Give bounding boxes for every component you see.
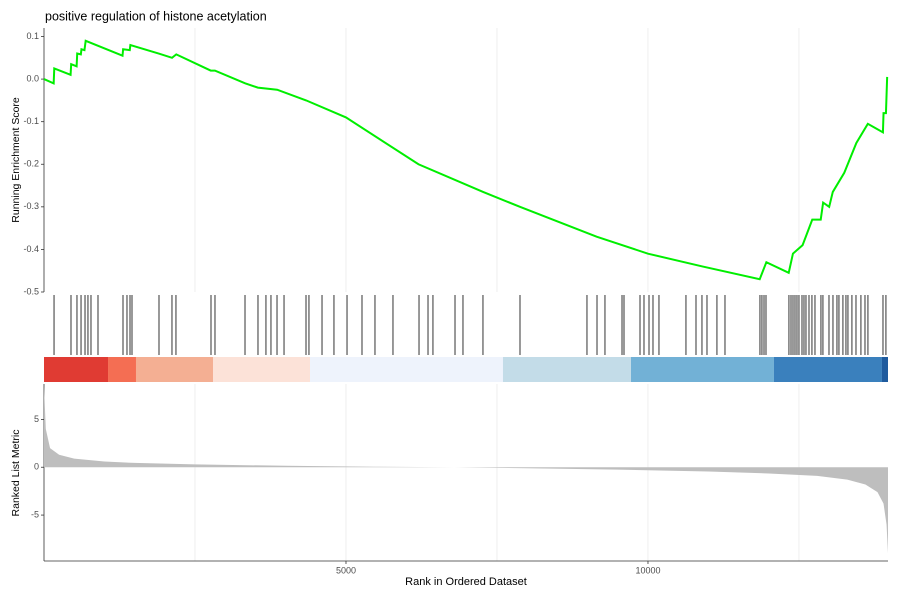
chart-title: positive regulation of histone acetylati… bbox=[45, 9, 267, 23]
x-axis-title: Rank in Ordered Dataset bbox=[405, 576, 527, 588]
color-bar-segment bbox=[881, 357, 888, 382]
color-bar-segment bbox=[631, 357, 774, 382]
y-tick-label: -0.4 bbox=[23, 244, 39, 254]
y-tick-label: 0 bbox=[34, 462, 39, 472]
color-bar-segment bbox=[44, 357, 109, 382]
y-tick-label: -0.1 bbox=[23, 116, 39, 126]
y-tick-label: -0.5 bbox=[23, 286, 39, 296]
x-tick-label: 5000 bbox=[336, 565, 356, 575]
color-bar-segment bbox=[108, 357, 136, 382]
color-bar-segment bbox=[309, 357, 503, 382]
y-tick-label: 0.1 bbox=[26, 31, 39, 41]
y-axis-title: Ranked List Metric bbox=[10, 430, 22, 517]
y-tick-label: -0.2 bbox=[23, 159, 39, 169]
y-axis-title: Running Enrichment Score bbox=[10, 97, 22, 223]
y-tick-label: -5 bbox=[31, 509, 39, 519]
color-bar-segment bbox=[502, 357, 632, 382]
color-bar-segment bbox=[135, 357, 213, 382]
y-tick-label: 0.0 bbox=[26, 73, 39, 83]
enrichment-line bbox=[43, 39, 889, 281]
y-tick-label: -0.3 bbox=[23, 201, 39, 211]
y-tick-label: 5 bbox=[34, 414, 39, 424]
metric-area bbox=[44, 385, 888, 554]
x-tick-label: 10000 bbox=[635, 565, 660, 575]
color-bar-segment bbox=[773, 357, 882, 382]
color-bar-segment bbox=[212, 357, 310, 382]
